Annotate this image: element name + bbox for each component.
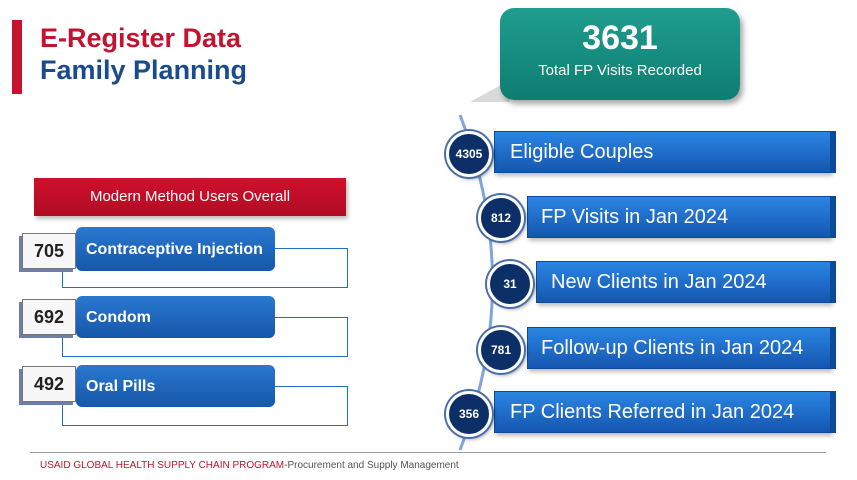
stat-circle-fp-visits: 812: [478, 195, 524, 241]
stat-label: Follow-up Clients in Jan 2024: [541, 337, 804, 359]
method-label-oral-pills: Oral Pills: [76, 365, 275, 407]
stat-label: Eligible Couples: [510, 141, 654, 163]
method-value-condom: 692: [22, 299, 76, 335]
stat-bar-cap: [830, 261, 836, 303]
method-label-text: Condom: [86, 308, 151, 326]
method-label-text: Oral Pills: [86, 377, 156, 395]
stat-bar-cap: [830, 196, 836, 238]
stat-bar-follow-up-clients: Follow-up Clients in Jan 2024: [527, 327, 836, 369]
title-accent-bar: [12, 20, 22, 94]
stat-bar-eligible-couples: Eligible Couples: [494, 131, 836, 173]
total-visits-label: Total FP Visits Recorded: [538, 62, 702, 79]
stat-circle-follow-up-clients: 781: [478, 327, 524, 373]
stat-circle-eligible-couples: 4305: [446, 131, 492, 177]
method-label-condom: Condom: [76, 296, 275, 338]
footer-org: USAID GLOBAL HEALTH SUPPLY CHAIN PROGRAM: [40, 460, 285, 471]
stat-label: New Clients in Jan 2024: [551, 271, 767, 293]
footer-divider: [30, 452, 826, 453]
footer-sub: -Procurement and Supply Management: [284, 460, 459, 471]
total-visits-value: 3631: [582, 19, 658, 57]
stat-bar-fp-visits: FP Visits in Jan 2024: [527, 196, 836, 238]
stat-label: FP Visits in Jan 2024: [541, 206, 729, 228]
stat-bar-cap: [830, 391, 836, 433]
method-label-text: Contraceptive Injection: [86, 240, 263, 258]
footer: USAID GLOBAL HEALTH SUPPLY CHAIN PROGRAM…: [40, 459, 459, 473]
stat-bar-new-clients: New Clients in Jan 2024: [536, 261, 836, 303]
stat-bar-cap: [830, 131, 836, 173]
stat-circle-new-clients: 31: [487, 261, 533, 307]
method-label-injection: Contraceptive Injection: [76, 227, 275, 271]
modern-method-header: Modern Method Users Overall: [34, 178, 346, 216]
stat-bar-clients-referred: FP Clients Referred in Jan 2024: [494, 391, 836, 433]
total-visits-card: 3631 Total FP Visits Recorded: [500, 8, 740, 100]
method-value-injection: 705: [22, 233, 76, 269]
stat-circle-clients-referred: 356: [446, 391, 492, 437]
stat-bar-cap: [830, 327, 836, 369]
page-title: E-Register Data: [40, 23, 242, 53]
stat-label: FP Clients Referred in Jan 2024: [510, 401, 795, 423]
page-subtitle: Family Planning: [40, 55, 248, 85]
method-value-oral-pills: 492: [22, 366, 76, 402]
